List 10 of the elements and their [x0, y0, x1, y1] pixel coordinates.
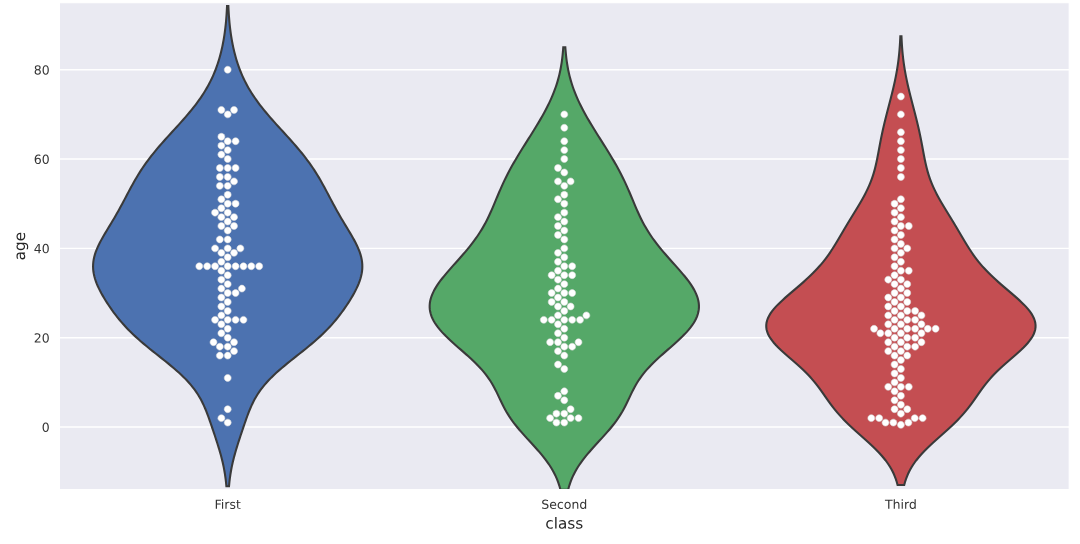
- y-tick-label: 40: [34, 243, 49, 254]
- x-tick-label: Second: [542, 499, 587, 509]
- x-tick-label: First: [215, 499, 241, 509]
- y-tick-label: 80: [34, 65, 49, 75]
- y-tick-label: 0: [42, 422, 49, 432]
- y-axis-title: age: [16, 232, 29, 260]
- y-tick-label: 20: [34, 333, 49, 343]
- x-axis-title: class: [546, 516, 583, 529]
- y-tick-label: 60: [34, 154, 49, 164]
- x-tick-label: Third: [884, 499, 916, 509]
